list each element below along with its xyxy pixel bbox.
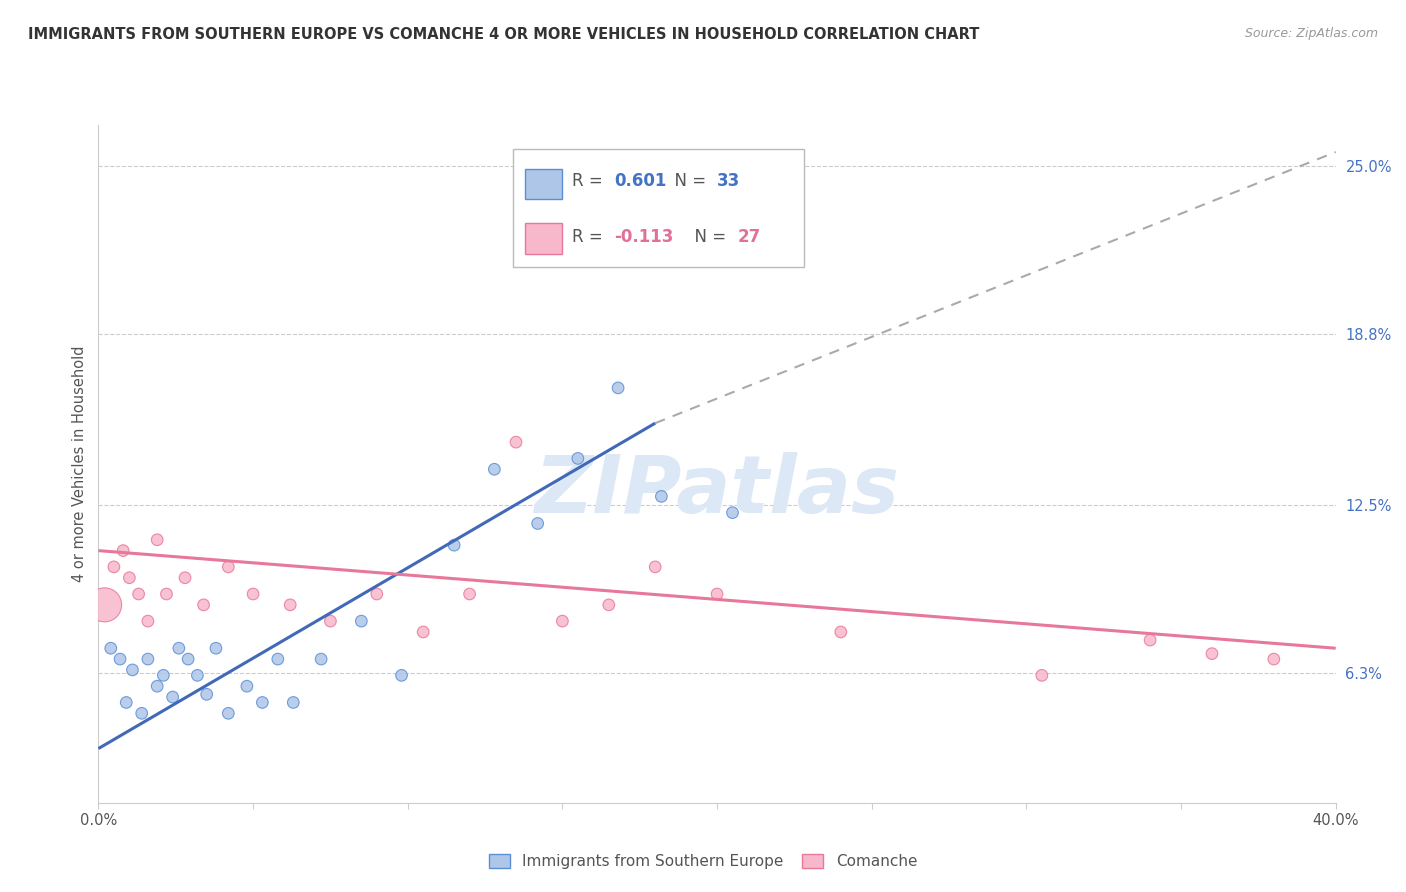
Y-axis label: 4 or more Vehicles in Household: 4 or more Vehicles in Household bbox=[72, 345, 87, 582]
Point bbox=[93, 598, 115, 612]
Point bbox=[706, 587, 728, 601]
Point bbox=[391, 668, 413, 682]
Point bbox=[551, 614, 574, 628]
Point bbox=[155, 587, 177, 601]
Text: Source: ZipAtlas.com: Source: ZipAtlas.com bbox=[1244, 27, 1378, 40]
Point bbox=[136, 614, 159, 628]
Point bbox=[1139, 633, 1161, 648]
Point bbox=[146, 679, 169, 693]
Point bbox=[443, 538, 465, 552]
Point bbox=[350, 614, 373, 628]
Point bbox=[366, 587, 388, 601]
Point bbox=[598, 598, 620, 612]
Legend: Immigrants from Southern Europe, Comanche: Immigrants from Southern Europe, Comanch… bbox=[482, 847, 924, 875]
Point bbox=[252, 696, 274, 710]
Point bbox=[526, 516, 548, 531]
Point bbox=[650, 489, 672, 503]
Text: 33: 33 bbox=[717, 172, 741, 190]
Point bbox=[283, 696, 305, 710]
Text: ZIPatlas: ZIPatlas bbox=[534, 452, 900, 530]
Point bbox=[186, 668, 208, 682]
Point bbox=[162, 690, 184, 704]
Point bbox=[278, 598, 301, 612]
Point bbox=[152, 668, 174, 682]
Point bbox=[412, 624, 434, 639]
Point bbox=[458, 587, 481, 601]
Point bbox=[242, 587, 264, 601]
Point bbox=[309, 652, 332, 666]
Point bbox=[118, 571, 141, 585]
Point bbox=[217, 706, 239, 721]
Point bbox=[319, 614, 342, 628]
FancyBboxPatch shape bbox=[526, 169, 562, 200]
Point bbox=[1031, 668, 1053, 682]
Text: R =: R = bbox=[572, 227, 609, 245]
Point bbox=[128, 587, 150, 601]
Point bbox=[830, 624, 852, 639]
Point bbox=[103, 560, 125, 574]
Point bbox=[644, 560, 666, 574]
Text: N =: N = bbox=[683, 227, 731, 245]
Point bbox=[217, 560, 239, 574]
Text: 27: 27 bbox=[738, 227, 761, 245]
Point bbox=[112, 543, 135, 558]
Text: IMMIGRANTS FROM SOUTHERN EUROPE VS COMANCHE 4 OR MORE VEHICLES IN HOUSEHOLD CORR: IMMIGRANTS FROM SOUTHERN EUROPE VS COMAN… bbox=[28, 27, 980, 42]
Point bbox=[484, 462, 506, 476]
Point bbox=[121, 663, 143, 677]
Point bbox=[177, 652, 200, 666]
Point bbox=[721, 506, 744, 520]
Point bbox=[115, 696, 138, 710]
Point bbox=[167, 641, 190, 656]
Point bbox=[136, 652, 159, 666]
Text: R =: R = bbox=[572, 172, 609, 190]
Point bbox=[205, 641, 228, 656]
Text: N =: N = bbox=[664, 172, 711, 190]
Point bbox=[174, 571, 197, 585]
Point bbox=[108, 652, 131, 666]
Point bbox=[146, 533, 169, 547]
Point bbox=[193, 598, 215, 612]
Point bbox=[768, 245, 790, 260]
Text: 0.601: 0.601 bbox=[614, 172, 666, 190]
FancyBboxPatch shape bbox=[526, 223, 562, 253]
Point bbox=[267, 652, 290, 666]
Point bbox=[1201, 647, 1223, 661]
Point bbox=[1263, 652, 1285, 666]
Point bbox=[607, 381, 630, 395]
Point bbox=[100, 641, 122, 656]
Point bbox=[567, 451, 589, 466]
Point bbox=[236, 679, 259, 693]
Point bbox=[505, 435, 527, 450]
FancyBboxPatch shape bbox=[513, 149, 804, 268]
Point bbox=[195, 687, 218, 701]
Text: -0.113: -0.113 bbox=[614, 227, 673, 245]
Point bbox=[131, 706, 153, 721]
